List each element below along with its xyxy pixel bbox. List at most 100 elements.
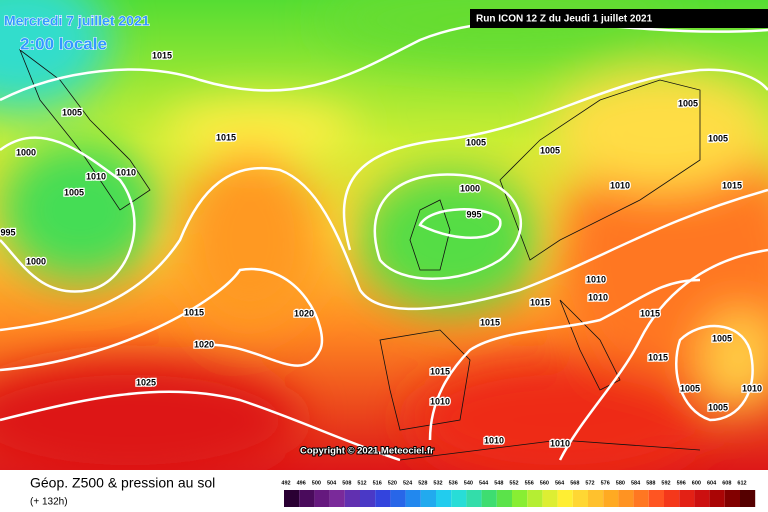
legend-swatch	[572, 490, 588, 507]
isobar-label: 1010	[588, 292, 608, 302]
coastlines	[19, 48, 701, 461]
legend-value: 604	[707, 480, 717, 486]
legend-value: 588	[646, 480, 655, 486]
legend-value: 560	[540, 480, 549, 486]
legend-value: 584	[631, 480, 641, 486]
isobar-label: 1025	[136, 377, 156, 387]
isobar-label: 1015	[722, 180, 742, 190]
legend-swatch	[709, 490, 725, 507]
legend-value: 600	[692, 480, 701, 486]
legend-swatch	[724, 490, 740, 507]
isobar-label: 1005	[678, 98, 698, 108]
isobar-label: 1005	[708, 133, 728, 143]
legend-value: 528	[418, 480, 427, 486]
legend-swatch	[314, 490, 330, 507]
isobar-label: 1010	[586, 274, 606, 284]
legend-value: 580	[616, 480, 625, 486]
isobar-label: 995	[466, 209, 481, 219]
isobar-label: 1015	[648, 352, 668, 362]
legend-swatch	[329, 490, 345, 507]
legend-swatch	[436, 490, 452, 507]
legend-swatch	[390, 490, 406, 507]
legend-value: 596	[677, 480, 686, 486]
isobar-label: 1005	[466, 137, 486, 147]
legend-value: 520	[388, 480, 397, 486]
forecast-time: 2:00 locale	[20, 34, 107, 53]
legend-value: 572	[585, 480, 594, 486]
legend-value: 564	[555, 480, 565, 486]
legend-swatch	[648, 490, 664, 507]
isobar-label: 1010	[430, 396, 450, 406]
legend-value: 512	[357, 480, 366, 486]
isobar-label: 995	[0, 227, 15, 237]
legend-value: 556	[525, 480, 534, 486]
legend-value: 524	[403, 480, 413, 486]
isobar-label: 1015	[216, 132, 236, 142]
isobar-label: 1010	[550, 438, 570, 448]
legend-value: 612	[737, 480, 746, 486]
legend-value: 516	[373, 480, 382, 486]
isobar-label: 1020	[294, 308, 314, 318]
isobar-label: 1005	[62, 107, 82, 117]
isobar-label: 1000	[16, 147, 36, 157]
isobar-label: 1020	[194, 339, 214, 349]
copyright: Copyright © 2021 Meteociel.fr	[300, 446, 434, 457]
legend-swatch	[664, 490, 680, 507]
legend: 492 496 500 504 508 512 516 520 524 528 532 536 540 5…	[281, 480, 756, 507]
legend-swatch	[588, 490, 604, 507]
isobar-label: 1015	[430, 366, 450, 376]
legend-swatch	[405, 490, 421, 507]
legend-value: 592	[661, 480, 670, 486]
legend-swatch	[512, 490, 528, 507]
legend-swatch	[299, 490, 315, 507]
legend-swatch	[557, 490, 573, 507]
legend-swatch	[679, 490, 695, 507]
isobar-label: 1010	[86, 171, 106, 181]
legend-value: 544	[479, 480, 489, 486]
legend-swatch	[284, 490, 300, 507]
legend-swatch	[740, 490, 756, 507]
isobar-label: 1015	[152, 50, 172, 60]
legend-value: 548	[494, 480, 503, 486]
legend-swatch	[375, 490, 391, 507]
legend-swatch	[451, 490, 467, 507]
isobar-label: 1000	[26, 256, 46, 266]
legend-value: 508	[342, 480, 351, 486]
legend-value: 500	[312, 480, 321, 486]
run-box	[470, 9, 768, 28]
legend-swatch	[496, 490, 512, 507]
legend-value: 568	[570, 480, 579, 486]
legend-swatch	[360, 490, 376, 507]
isobar-label: 1005	[712, 333, 732, 343]
legend-value: 492	[281, 480, 290, 486]
isobar-label: 1010	[116, 167, 136, 177]
isobar-label: 1005	[708, 402, 728, 412]
legend-swatch	[694, 490, 710, 507]
isobar-label: 1015	[530, 297, 550, 307]
isobar-label: 1005	[64, 187, 84, 197]
legend-swatch	[420, 490, 436, 507]
isobar-label: 1015	[480, 317, 500, 327]
isobar-label: 1010	[742, 383, 762, 393]
field	[0, 0, 768, 470]
legend-swatch	[618, 490, 634, 507]
legend-value: 504	[327, 480, 337, 486]
isobar-label: 1000	[460, 183, 480, 193]
legend-value: 496	[297, 480, 306, 486]
legend-value: 608	[722, 480, 731, 486]
isobar-label: 1010	[484, 435, 504, 445]
legend-value: 576	[601, 480, 610, 486]
isobar-label: 1015	[184, 307, 204, 317]
isobar-label: 1010	[610, 180, 630, 190]
isobar-label: 1005	[680, 383, 700, 393]
isobar-label: 1015	[640, 308, 660, 318]
legend-swatch	[527, 490, 543, 507]
legend-swatch	[542, 490, 558, 507]
legend-swatch	[344, 490, 360, 507]
legend-value: 532	[433, 480, 442, 486]
isobar-label: 1005	[540, 145, 560, 155]
legend-value: 540	[464, 480, 473, 486]
legend-swatch	[603, 490, 619, 507]
